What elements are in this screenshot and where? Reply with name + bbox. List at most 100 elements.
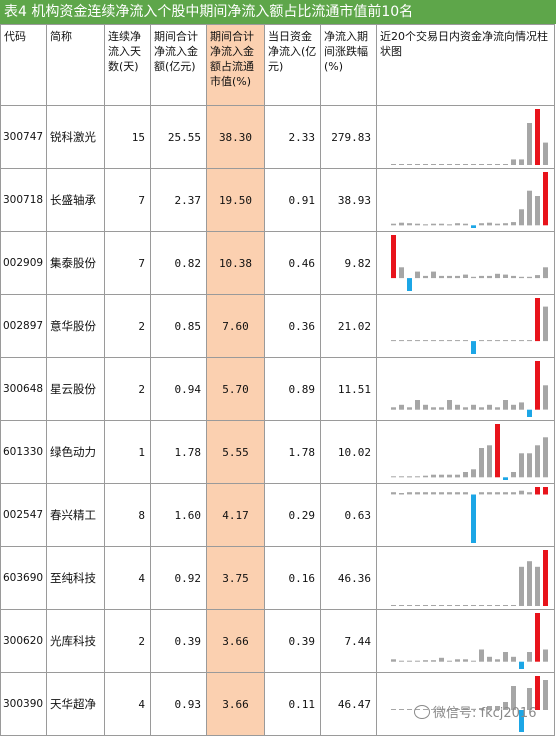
cell-code: 601330 (0, 420, 47, 484)
table-row: 002897 意华股份 2 0.85 7.60 0.36 21.02 (0, 294, 555, 358)
cell-code: 300620 (0, 609, 47, 673)
cell-amount: 0.82 (150, 231, 207, 295)
flow-bar (447, 660, 452, 662)
cell-days: 2 (104, 357, 151, 421)
header-amount: 期间合计净流入金额(亿元) (150, 24, 207, 106)
flow-bar (519, 340, 524, 342)
flow-bar (511, 340, 516, 342)
flow-bar (527, 688, 532, 710)
flow-bar (511, 686, 516, 710)
flow-bar (535, 566, 540, 606)
flow-bar (415, 492, 420, 495)
flow-bar (447, 709, 452, 710)
cell-name: 星云股份 (46, 357, 105, 421)
cell-name: 春兴精工 (46, 483, 105, 547)
flow-bar (503, 605, 508, 606)
flow-bar (455, 709, 460, 710)
flow-bar (519, 159, 524, 165)
flow-bar (495, 407, 500, 410)
flow-bar (455, 223, 460, 226)
flow-bar (391, 605, 396, 606)
flow-bar (423, 224, 428, 226)
cell-ratio: 7.60 (206, 294, 265, 358)
cell-name: 集泰股份 (46, 231, 105, 295)
flow-bar (527, 453, 532, 478)
flow-bar (455, 164, 460, 165)
cell-amount: 0.39 (150, 609, 207, 673)
table-row: 603690 至纯科技 4 0.92 3.75 0.16 46.36 (0, 546, 555, 610)
flow-bar (471, 494, 476, 543)
flow-bar (431, 164, 436, 165)
flow-bar (463, 223, 468, 226)
flow-bar (439, 605, 444, 606)
cell-code: 002547 (0, 483, 47, 547)
flow-bar (487, 275, 492, 279)
net-flow-bar-chart (391, 298, 548, 354)
flow-bar (431, 492, 436, 495)
flow-bar (535, 196, 540, 226)
data-table: 代码 简称 连续净流入天数(天) 期间合计净流入金额(亿元) 期间合计净流入金额… (0, 24, 555, 736)
cell-change: 38.93 (320, 168, 377, 232)
flow-bar (423, 492, 428, 495)
flow-bar (423, 475, 428, 478)
flow-bar (399, 660, 404, 662)
flow-bar (535, 109, 540, 165)
flow-bar (415, 164, 420, 165)
flow-bar (431, 605, 436, 606)
flow-bar (487, 404, 492, 410)
flow-bar (447, 164, 452, 165)
flow-bar (543, 267, 548, 279)
flow-bar (391, 659, 396, 662)
cell-change: 10.02 (320, 420, 377, 484)
cell-bar-chart (376, 168, 555, 232)
table-row: 300648 星云股份 2 0.94 5.70 0.89 11.51 (0, 357, 555, 421)
flow-bar (471, 469, 476, 478)
flow-bar (415, 476, 420, 478)
cell-bar-chart (376, 420, 555, 484)
flow-bar (487, 706, 492, 710)
flow-bar (423, 340, 428, 342)
flow-bar (471, 276, 476, 279)
flow-bar (463, 605, 468, 606)
flow-bar (503, 652, 508, 662)
header-today: 当日资金净流入(亿元) (264, 24, 321, 106)
cell-ratio: 5.70 (206, 357, 265, 421)
flow-bar (543, 649, 548, 662)
flow-bar (439, 474, 444, 478)
flow-bar (479, 649, 484, 662)
cell-ratio: 3.66 (206, 609, 265, 673)
flow-bar (391, 164, 396, 165)
cell-amount: 0.94 (150, 357, 207, 421)
flow-bar (447, 474, 452, 478)
flow-bar (519, 402, 524, 410)
cell-days: 1 (104, 420, 151, 484)
flow-bar (503, 477, 508, 480)
cell-code: 300747 (0, 105, 47, 169)
cell-days: 2 (104, 294, 151, 358)
watermark: 微信号: fkcj2016 (414, 702, 536, 721)
cell-change: 279.83 (320, 105, 377, 169)
cell-ratio: 19.50 (206, 168, 265, 232)
flow-bar (399, 164, 404, 165)
flow-bar (439, 657, 444, 662)
flow-bar (503, 164, 508, 165)
cell-bar-chart (376, 105, 555, 169)
cell-code: 002909 (0, 231, 47, 295)
flow-bar (439, 709, 444, 710)
flow-bar (503, 492, 508, 495)
watermark-text: 微信号: fkcj2016 (433, 706, 537, 721)
flow-bar (399, 605, 404, 606)
flow-bar (391, 709, 396, 710)
cell-change: 21.02 (320, 294, 377, 358)
flow-bar (439, 407, 444, 410)
flow-bar (431, 474, 436, 478)
flow-bar (527, 123, 532, 165)
flow-bar (407, 340, 412, 342)
flow-bar (447, 605, 452, 606)
cell-ratio: 5.55 (206, 420, 265, 484)
flow-bar (479, 407, 484, 410)
flow-bar (519, 661, 524, 669)
flow-bar (471, 164, 476, 165)
flow-bar (407, 407, 412, 410)
table-row: 002547 春兴精工 8 1.60 4.17 0.29 0.63 (0, 483, 555, 547)
